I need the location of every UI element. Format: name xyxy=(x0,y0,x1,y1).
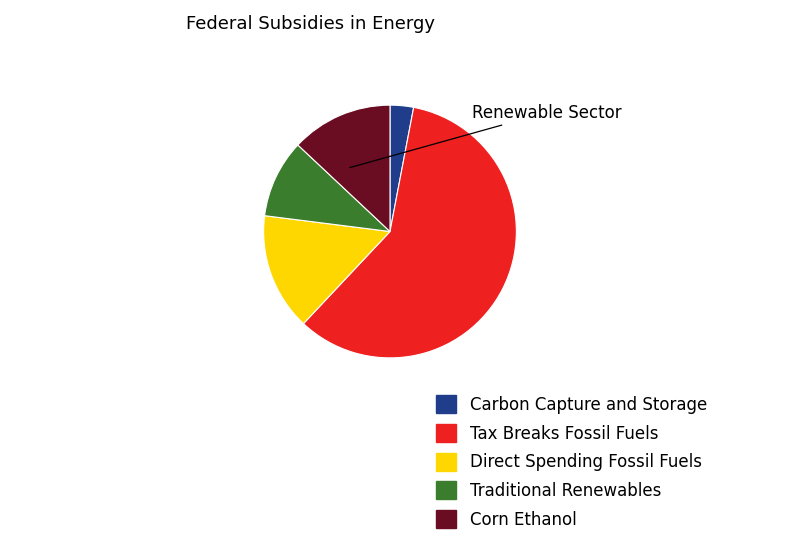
Text: Renewable Sector: Renewable Sector xyxy=(350,103,622,168)
Wedge shape xyxy=(303,107,516,358)
Wedge shape xyxy=(264,216,390,324)
Text: Federal Subsidies in Energy: Federal Subsidies in Energy xyxy=(186,15,434,33)
Wedge shape xyxy=(390,105,414,231)
Wedge shape xyxy=(298,105,390,231)
Legend: Carbon Capture and Storage, Tax Breaks Fossil Fuels, Direct Spending Fossil Fuel: Carbon Capture and Storage, Tax Breaks F… xyxy=(428,387,715,537)
Wedge shape xyxy=(265,145,390,231)
